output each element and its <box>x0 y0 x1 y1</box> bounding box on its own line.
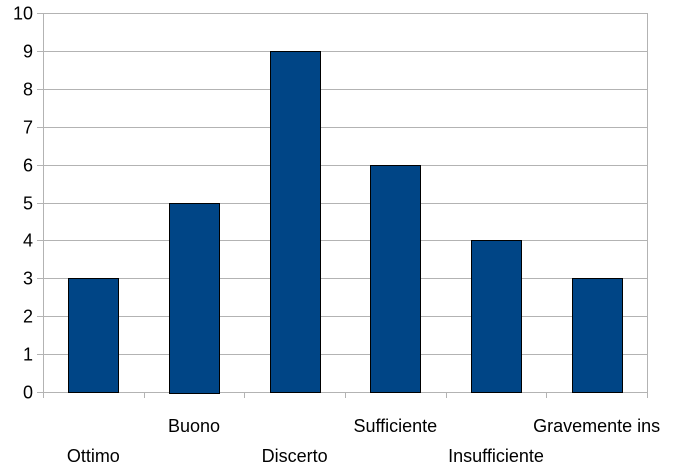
y-tick-label-8: 8 <box>23 80 33 100</box>
y-tick-label-4: 4 <box>23 231 33 251</box>
y-tick-label-3: 3 <box>23 269 33 289</box>
x-tick-labels: Ottimo Buono Discerto Sufficiente Insufficie… <box>67 416 660 466</box>
x-tick-label-insufficiente: Insufficiente <box>448 446 544 466</box>
y-tick-label-9: 9 <box>23 42 33 62</box>
y-tick-label-6: 6 <box>23 156 33 176</box>
x-tick-label-discerto: Discerto <box>262 446 328 466</box>
y-tick-label-5: 5 <box>23 194 33 214</box>
bar-gravemente-ins <box>572 278 623 393</box>
x-tick-label-buono: Buono <box>168 416 220 436</box>
y-tick-label-10: 10 <box>13 4 33 24</box>
bar-buono <box>169 203 220 394</box>
bar-ottimo <box>68 278 119 393</box>
x-tick-label-sufficiente: Sufficiente <box>353 416 437 436</box>
bar-discerto <box>270 51 321 393</box>
bars <box>68 51 623 394</box>
y-tick-label-0: 0 <box>23 383 33 403</box>
y-tick-labels: 0 1 2 3 4 5 6 7 8 9 10 <box>13 4 33 403</box>
bar-sufficiente <box>370 165 421 393</box>
axes <box>43 13 648 398</box>
y-tick-label-7: 7 <box>23 118 33 138</box>
gridlines <box>37 13 647 393</box>
y-tick-label-2: 2 <box>23 307 33 327</box>
x-tick-label-gravemente-ins: Gravemente ins <box>533 416 660 436</box>
y-tick-label-1: 1 <box>23 345 33 365</box>
x-tick-label-ottimo: Ottimo <box>67 446 120 466</box>
bar-insufficiente <box>471 240 522 393</box>
